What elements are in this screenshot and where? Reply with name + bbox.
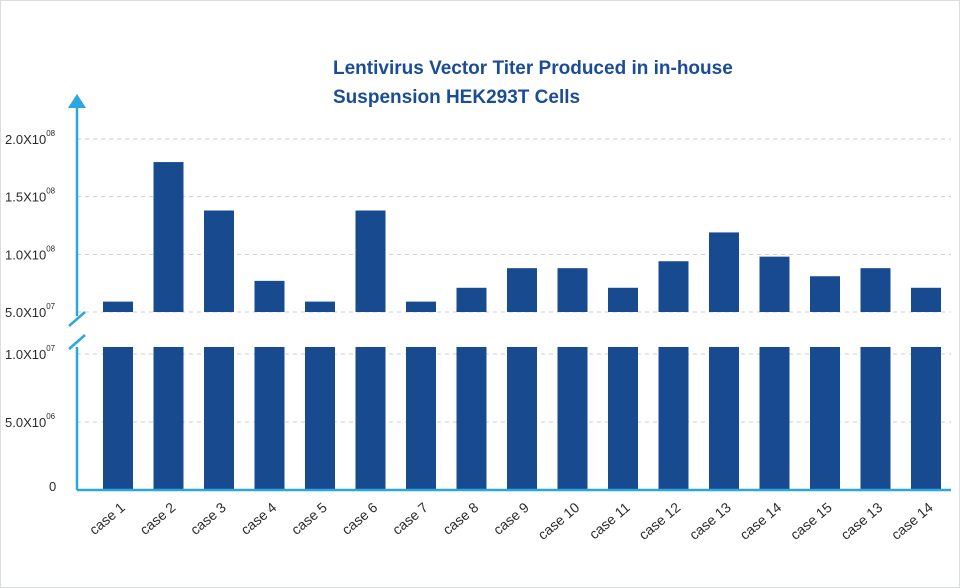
bar-upper-segment [305, 301, 335, 312]
axis-break-mark-lower [68, 334, 86, 350]
bar-lower-segment [153, 347, 184, 490]
x-tick-label: case 5 [288, 499, 330, 538]
bar-upper-segment [456, 287, 487, 312]
bar-upper-segment [355, 210, 386, 312]
bar-lower-segment [759, 347, 790, 490]
axis-break-mark-upper [68, 311, 86, 327]
bar-lower-segment [406, 347, 436, 490]
bar-upper-segment [759, 256, 790, 312]
x-tick-label: case 7 [389, 499, 431, 538]
bar-upper-segment [254, 280, 285, 312]
bar-upper-segment [406, 301, 436, 312]
y-tick-label-upper-2: 1.5X1008 [5, 187, 56, 205]
bar-upper-segment [507, 268, 537, 312]
x-tick-label: case 9 [490, 499, 532, 538]
chart-title-line-1: Lentivirus Vector Titer Produced in in-h… [333, 58, 733, 79]
y-tick-label-lower-0: 0 [49, 479, 56, 494]
x-tick-label: case 14 [737, 499, 785, 543]
bar-lower-segment [507, 347, 537, 490]
x-tick-label: case 13 [686, 499, 734, 543]
x-tick-label: case 14 [888, 499, 936, 543]
bar-upper-segment [911, 287, 941, 312]
x-tick-label: case 12 [636, 499, 684, 543]
y-tick-exponent: 08 [46, 244, 55, 253]
bar-lower-segment [810, 347, 840, 490]
x-tick-label: case 6 [339, 499, 381, 538]
y-tick-exponent: 08 [46, 187, 55, 196]
y-tick-label-upper-1: 1.0X1008 [5, 244, 56, 262]
bar-lower-segment [658, 347, 689, 490]
x-tick-label: case 13 [838, 499, 886, 543]
x-tick-label: case 3 [187, 499, 229, 538]
x-tick-label: case 10 [535, 499, 583, 543]
y-tick-exponent: 06 [46, 412, 55, 421]
x-tick-label: case 4 [238, 499, 280, 538]
y-tick-exponent: 07 [46, 344, 55, 353]
bar-upper-segment [658, 261, 689, 312]
y-tick-label-upper-3: 2.0X1008 [5, 129, 56, 147]
bar-lower-segment [103, 347, 133, 490]
bar-upper-segment [709, 232, 739, 312]
bar-upper-segment [204, 210, 234, 312]
x-tick-label: case 15 [787, 499, 835, 543]
y-tick-exponent: 08 [46, 129, 55, 138]
bar-lower-segment [456, 347, 487, 490]
axes [68, 94, 951, 492]
bar-upper-segment [810, 276, 840, 312]
bar-lower-segment [608, 347, 638, 490]
y-tick-exponent: 07 [46, 302, 55, 311]
chart-title: Lentivirus Vector Titer Produced in in-h… [333, 58, 733, 108]
y-tick-label-upper-0: 5.0X1007 [5, 302, 56, 320]
bar-upper-segment [103, 301, 133, 312]
chart-title-line-2: Suspension HEK293T Cells [333, 87, 580, 108]
bars [103, 162, 941, 490]
bar-lower-segment [911, 347, 941, 490]
y-tick-labels: 0 5.0X1006 1.0X1007 5.0X1007 1.0X1008 1.5X100… [5, 129, 56, 494]
bar-lower-segment [557, 347, 588, 490]
bar-lower-segment [204, 347, 234, 490]
bar-upper-segment [608, 287, 638, 312]
x-tick-label: case 2 [137, 499, 179, 538]
bar-lower-segment [355, 347, 386, 490]
bar-lower-segment [860, 347, 891, 490]
bar-upper-segment [860, 268, 891, 312]
x-tick-label: case 11 [586, 499, 633, 542]
y-axis-arrow-icon [68, 94, 86, 108]
y-tick-label-lower-2: 1.0X1007 [5, 344, 56, 362]
x-tick-labels: case 1 case 2 case 3 case 4 case 5 case 6 case… [86, 499, 936, 543]
x-tick-label: case 8 [440, 499, 482, 538]
bar-lower-segment [305, 347, 335, 490]
bar-lower-segment [709, 347, 739, 490]
bar-upper-segment [153, 162, 184, 312]
y-tick-label-lower-1: 5.0X1006 [5, 412, 56, 430]
bar-lower-segment [254, 347, 285, 490]
bar-upper-segment [557, 268, 588, 312]
x-tick-label: case 1 [86, 499, 128, 538]
